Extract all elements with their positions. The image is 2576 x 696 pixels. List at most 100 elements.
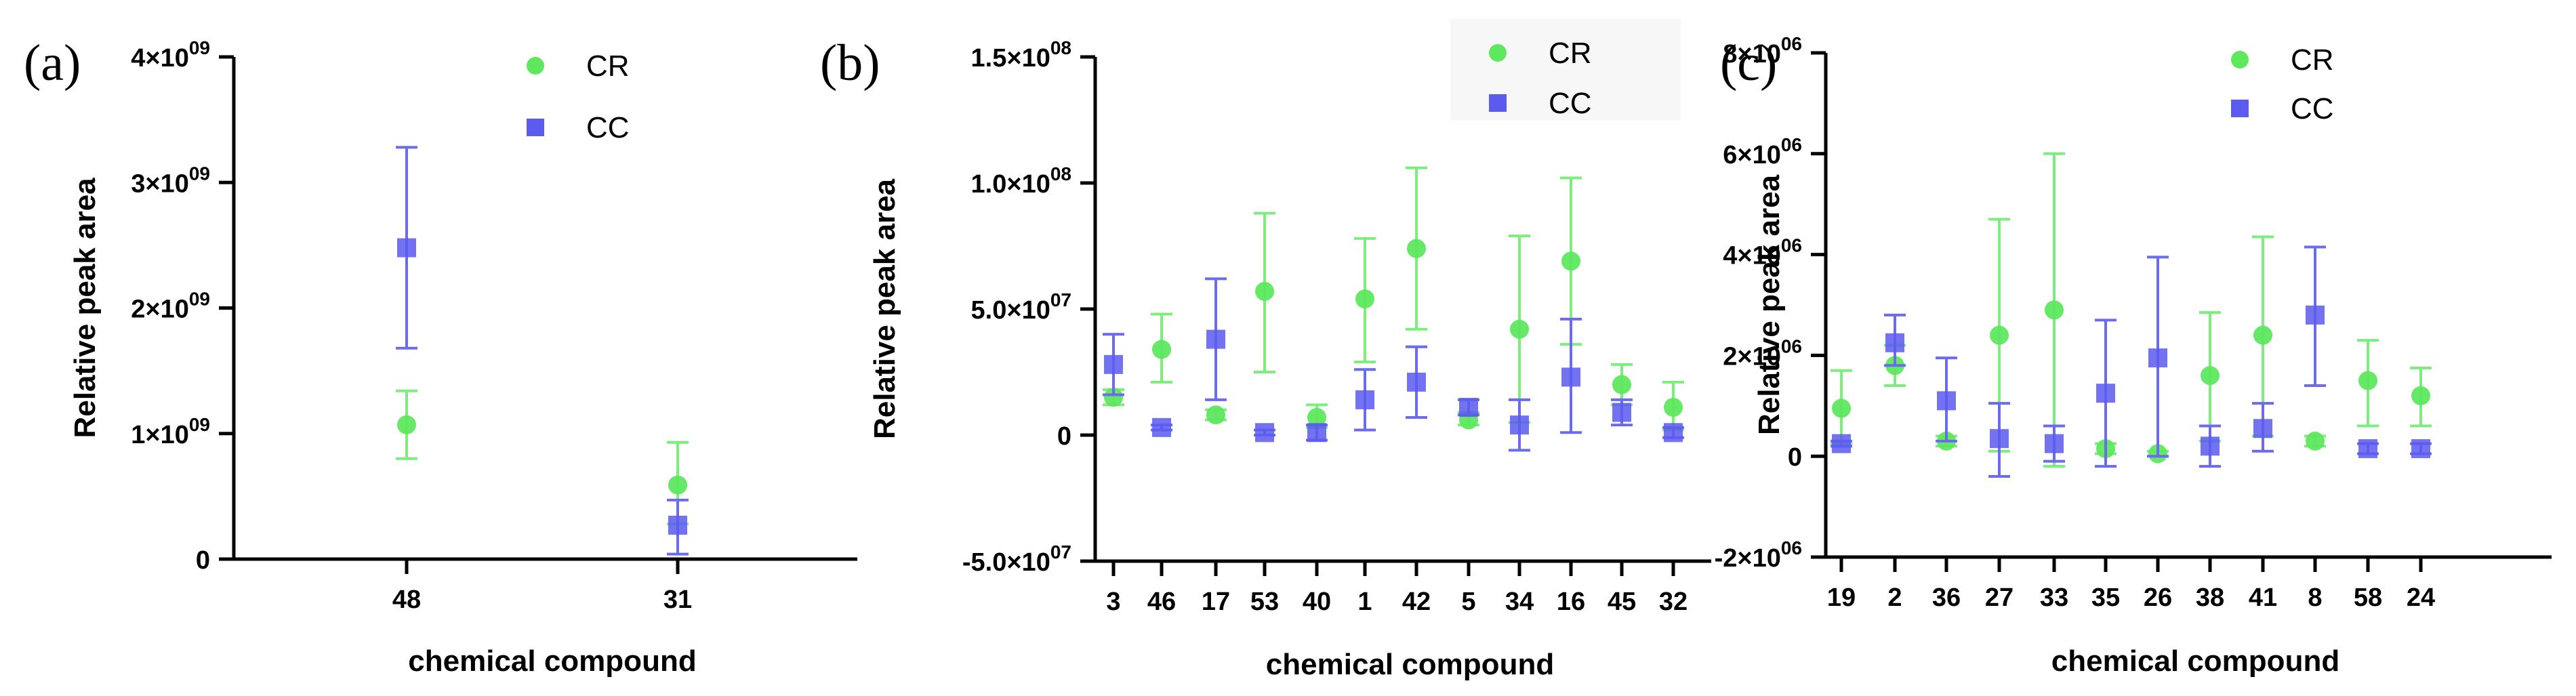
- y-tick-exponent: 07: [1050, 541, 1071, 562]
- legend-cc-marker: [2231, 100, 2249, 117]
- panel-label: (a): [24, 35, 81, 91]
- y-tick-mantissa: 0: [1788, 443, 1802, 472]
- y-tick-mantissa: 2×10: [131, 295, 189, 324]
- x-tick-label: 48: [392, 586, 421, 614]
- y-tick-mantissa: 4×10: [1723, 242, 1781, 270]
- data-point-cr: [2306, 431, 2325, 451]
- legend-cc-marker: [1489, 94, 1507, 112]
- data-point-cr: [668, 475, 687, 495]
- y-tick-mantissa: 0: [196, 546, 210, 575]
- data-point-cc: [2253, 419, 2272, 438]
- legend-cr-marker: [1489, 44, 1507, 62]
- y-tick-mantissa: 1.5×10: [971, 44, 1050, 73]
- y-tick-label: 2×1009: [131, 289, 210, 324]
- legend-cr-marker: [2231, 51, 2249, 68]
- y-tick-exponent: 06: [1781, 335, 1802, 356]
- y-tick-exponent: 09: [189, 37, 210, 58]
- y-axis-title: Relative peak area: [68, 178, 102, 438]
- y-tick-exponent: 08: [1050, 163, 1071, 184]
- y-tick-mantissa: 8×10: [1723, 40, 1781, 68]
- data-point-cr: [1407, 239, 1426, 258]
- y-tick-label: 1.0×1008: [971, 163, 1071, 199]
- data-point-cr: [1307, 407, 1326, 427]
- data-point-cc: [2148, 348, 2167, 368]
- data-point-cr: [1206, 405, 1225, 425]
- x-tick-label: 24: [2407, 584, 2435, 612]
- data-point-cc: [2306, 305, 2325, 325]
- data-point-cr: [1104, 388, 1123, 407]
- data-point-cr: [1152, 340, 1171, 359]
- data-point-cc: [1885, 333, 1904, 352]
- y-tick-mantissa: 5.0×10: [971, 296, 1050, 325]
- y-tick-label: 1×1009: [131, 414, 210, 449]
- y-tick-exponent: 06: [1781, 537, 1802, 558]
- y-tick-label: -2×1006: [1715, 537, 1802, 573]
- y-tick-label: 6×1006: [1723, 134, 1802, 169]
- x-tick-label: 17: [1202, 588, 1230, 616]
- x-tick-label: 1: [1357, 588, 1372, 616]
- x-tick-label: 38: [2196, 584, 2224, 612]
- y-tick-exponent: 07: [1050, 289, 1071, 310]
- legend-cc-marker: [527, 119, 544, 136]
- data-point-cr: [2045, 300, 2064, 320]
- x-tick-label: 34: [1505, 588, 1534, 616]
- y-tick-label: 4×1006: [1723, 235, 1802, 270]
- x-tick-label: 3: [1106, 588, 1120, 616]
- data-point-cc: [1104, 354, 1123, 374]
- x-tick-label: 46: [1147, 588, 1176, 616]
- x-tick-label: 27: [1985, 584, 2013, 612]
- y-tick-label: -5.0×1007: [962, 541, 1071, 577]
- panel-label: (c): [1720, 35, 1777, 91]
- y-tick-label: 8×1006: [1723, 33, 1802, 68]
- data-point-cr: [1612, 375, 1631, 394]
- data-point-cr: [1832, 398, 1851, 418]
- data-point-cc: [1612, 403, 1631, 422]
- data-point-cr: [1664, 398, 1683, 417]
- y-tick-mantissa: 1×10: [131, 421, 189, 449]
- x-axis-title: chemical compound: [408, 644, 696, 678]
- x-tick-label: 33: [2040, 584, 2068, 612]
- y-tick-label: 0: [1788, 443, 1802, 472]
- data-point-cr: [2358, 371, 2377, 390]
- y-tick-exponent: 06: [1781, 235, 1802, 256]
- data-point-cc: [1832, 434, 1851, 453]
- y-tick-mantissa: -5.0×10: [962, 548, 1050, 577]
- y-tick-mantissa: -2×10: [1715, 544, 1781, 573]
- y-tick-exponent: 09: [189, 163, 210, 184]
- data-point-cr: [1990, 325, 2009, 345]
- legend-cc-label: CC: [586, 111, 630, 144]
- data-point-cc: [2411, 439, 2430, 459]
- data-point-cc: [2358, 439, 2377, 459]
- y-tick-mantissa: 2×10: [1723, 342, 1781, 371]
- x-tick-label: 32: [1659, 588, 1688, 616]
- y-tick-mantissa: 6×10: [1723, 141, 1781, 169]
- data-point-cc: [668, 515, 687, 535]
- data-point-cc: [1206, 329, 1225, 349]
- data-point-cc: [2201, 436, 2220, 456]
- data-point-cc: [2045, 434, 2064, 453]
- data-point-cc: [1510, 415, 1529, 435]
- data-point-cc: [1307, 423, 1326, 443]
- legend-cc-label: CC: [1549, 87, 1592, 120]
- y-tick-label: 4×1009: [131, 37, 210, 73]
- x-axis-title: chemical compound: [1266, 648, 1554, 681]
- data-point-cr: [1561, 251, 1580, 271]
- x-tick-label: 36: [1932, 584, 1961, 612]
- data-point-cr: [1355, 289, 1374, 309]
- x-tick-label: 19: [1827, 584, 1856, 612]
- x-axis-title: chemical compound: [2051, 644, 2339, 678]
- x-tick-label: 58: [2354, 584, 2382, 612]
- data-point-cc: [1355, 390, 1374, 409]
- data-point-cc: [2096, 384, 2115, 403]
- legend-cr-label: CR: [1549, 37, 1592, 70]
- y-tick-label: 0: [196, 546, 210, 575]
- x-tick-label: 53: [1250, 588, 1279, 616]
- data-point-cc: [1255, 423, 1274, 443]
- x-tick-label: 35: [2091, 584, 2120, 612]
- x-tick-label: 45: [1608, 588, 1636, 616]
- legend-cr-label: CR: [2291, 43, 2334, 77]
- x-tick-label: 42: [1402, 588, 1431, 616]
